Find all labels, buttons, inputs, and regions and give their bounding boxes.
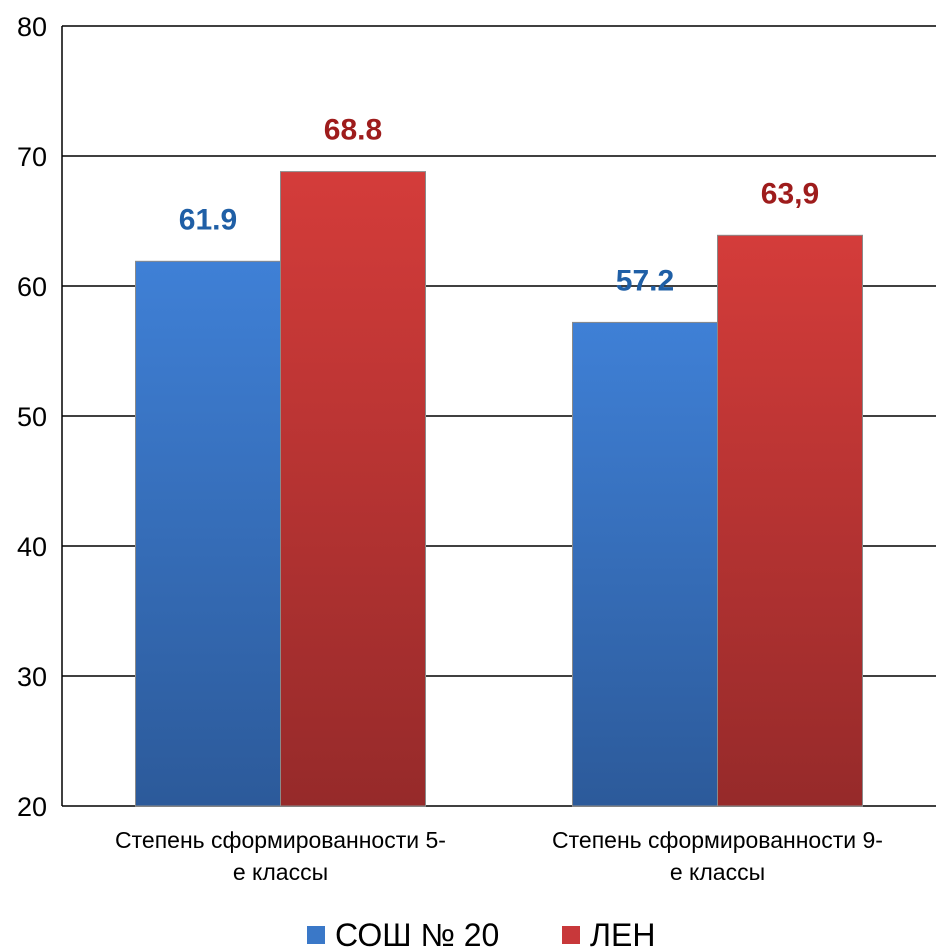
- y-tick-label: 20: [17, 792, 47, 822]
- data-label: 68.8: [324, 114, 382, 147]
- data-label: 57.2: [616, 264, 674, 297]
- bar: [572, 321, 718, 807]
- x-category-label: е классы: [233, 859, 328, 885]
- data-label: 63,9: [761, 177, 819, 210]
- data-label: 61.9: [179, 203, 237, 236]
- y-tick-label: 50: [17, 402, 47, 432]
- x-category-label: Степень сформированности 5-: [115, 827, 446, 853]
- y-tick-labels: 20 30 40 50 60 70 80: [17, 12, 47, 822]
- bars: [135, 171, 863, 807]
- y-tick-label: 30: [17, 662, 47, 692]
- x-category-label: Степень сформированности 9-: [552, 827, 883, 853]
- legend-swatch: [562, 926, 580, 944]
- data-labels: 61.9 68.8 57.2 63,9: [179, 114, 819, 298]
- y-tick-label: 60: [17, 272, 47, 302]
- y-tick-label: 70: [17, 142, 47, 172]
- bar: [280, 171, 426, 807]
- y-tick-label: 80: [17, 12, 47, 42]
- y-tick-label: 40: [17, 532, 47, 562]
- bar: [717, 234, 863, 807]
- legend: СОШ № 20 ЛЕН: [307, 917, 655, 951]
- legend-swatch: [307, 926, 325, 944]
- x-category-labels: Степень сформированности 5- е классы Степе…: [115, 827, 883, 885]
- x-category-label: е классы: [670, 859, 765, 885]
- legend-label: СОШ № 20: [335, 917, 499, 951]
- legend-label: ЛЕН: [590, 917, 655, 951]
- bar: [135, 260, 281, 807]
